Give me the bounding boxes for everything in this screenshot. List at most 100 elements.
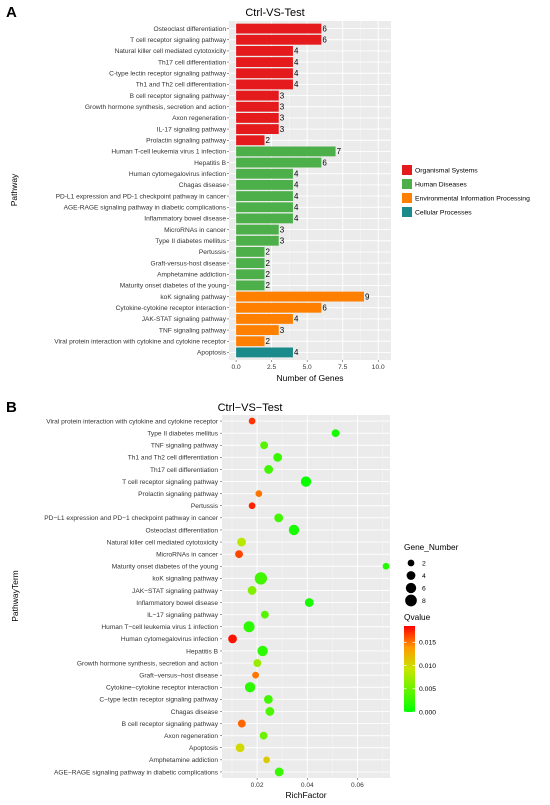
bar-value-label: 2 [266,136,271,145]
bar-value-label: 2 [266,248,271,257]
bar [236,258,265,268]
size-legend-dot [405,582,417,594]
bar [236,79,293,90]
bar [236,336,265,347]
bar [236,224,279,235]
term-label: Maturity onset diabetes of the young [112,564,219,571]
data-point [260,441,269,450]
data-point [235,743,245,753]
bar [236,57,293,67]
data-point [263,694,273,704]
data-point [259,731,268,740]
bar [236,280,265,291]
term-label: koK signaling pathway [152,576,218,583]
color-legend-label: 0.000 [419,709,436,716]
panel-b-color-legend: Qvalue 0.015 0.010 0.005 0.000 [404,612,436,716]
term-label: Natural killer cell mediated cytotoxicit… [107,539,219,546]
term-label: Viral protein interaction with cytokine … [46,418,219,425]
bar-value-label: 3 [280,103,285,112]
data-point [263,756,271,764]
bar [236,23,322,34]
bar [236,302,322,313]
term-label: Type II diabetes mellitus [147,430,218,437]
bar-value-label: 4 [294,58,299,67]
bar-value-label: 4 [294,69,299,78]
bar [236,101,279,112]
bar [236,235,279,246]
category-label: MicroRNAs in cancer [164,227,227,234]
panel-b-term-labels: Viral protein interaction with cytokine … [44,418,222,776]
category-label: Prolactin signaling pathway [146,138,227,145]
data-point [304,598,314,607]
size-legend-label: 4 [422,573,426,580]
x-tick-label: 5.0 [303,364,312,371]
panel-b-title: Ctrl−VS−Test [218,402,283,414]
bar [236,325,279,335]
bar-value-label: 3 [280,125,285,134]
category-label: Th1 and Th2 cell differentiation [136,82,227,89]
x-tick-label: 0.04 [301,782,314,789]
term-label: Axon regeneration [164,733,218,740]
category-label: Pertussis [199,249,227,256]
x-tick-label: 2.5 [267,364,276,371]
data-point [247,586,257,595]
bar [236,90,279,101]
bar-value-label: 4 [294,315,299,324]
category-label: Maturity onset diabetes of the young [120,283,227,290]
category-label: PD-L1 expression and PD-1 checkpoint pat… [56,193,227,200]
term-label: IL−17 signaling pathway [147,612,219,619]
category-label: TNF signaling pathway [159,327,227,334]
legend-label: Organismal Systems [415,167,478,174]
panel-b-points [228,417,390,777]
category-label: T cell receptor signaling pathway [130,37,227,44]
bar-value-label: 9 [365,292,370,301]
bar [236,347,293,358]
data-point [254,572,268,585]
data-point [257,645,268,657]
category-label: Viral protein interaction with cytokine … [54,339,227,346]
legend-swatch [402,165,412,175]
category-label: Cytokine-cytokine receptor interaction [116,305,227,312]
data-point [260,610,269,619]
panel-b-letter: B [6,399,17,416]
legend-swatch [402,193,412,203]
bar [236,202,293,213]
x-tick-label: 0.0 [232,364,241,371]
bar [236,68,293,79]
bar [236,247,265,257]
category-label: IL-17 signaling pathway [157,126,227,133]
x-tick-label: 10.0 [372,364,385,371]
data-point [273,452,283,462]
bar-value-label: 6 [322,158,327,167]
term-label: AGE−RAGE signaling pathway in diabetic c… [54,769,219,776]
bar-value-label: 2 [266,337,271,346]
size-legend-dot [406,571,416,580]
color-legend-title: Qvalue [404,612,431,622]
term-label: Cytokine−cytokine receptor interaction [106,685,218,692]
category-label: Hepatitis B [194,160,226,167]
category-label: Osteoclast differentiation [154,26,227,33]
bar-value-label: 4 [294,214,299,223]
term-label: Growth hormone synthesis, secretion and … [77,660,218,667]
bar-value-label: 4 [294,348,299,357]
term-label: Human cytomegalovirus infection [121,636,218,643]
term-label: Chagas disease [171,709,219,716]
data-point [237,719,246,728]
category-label: C-type lectin receptor signaling pathway [109,71,227,78]
color-legend-label: 0.005 [419,686,436,693]
bar [236,168,293,179]
bar [236,291,364,302]
term-label: Osteoclast differentiation [146,527,219,534]
legend-swatch [402,179,412,189]
term-label: JAK−STAT signaling pathway [132,588,219,595]
bar [236,314,293,324]
x-tick-label: 7.5 [338,364,347,371]
category-label: Apoptosis [197,350,227,357]
bar-value-label: 2 [266,270,271,279]
size-legend-dot [405,594,417,607]
panel-b-y-axis-title: PathwayTerm [10,570,20,622]
data-point [300,476,312,487]
bar-value-label: 4 [294,181,299,190]
term-label: TNF signaling pathway [151,443,219,450]
